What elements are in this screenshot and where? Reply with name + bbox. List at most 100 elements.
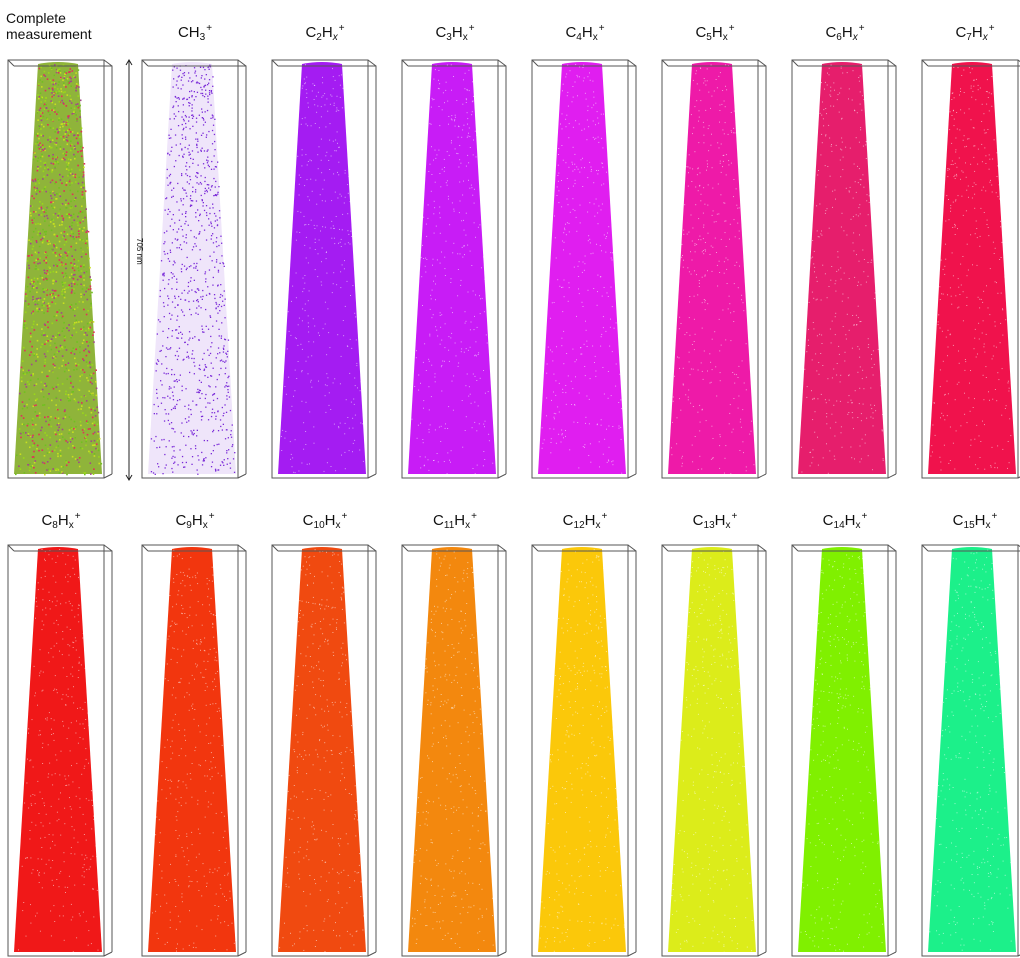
tip-volume [668, 547, 756, 952]
tip-reconstruction [141, 59, 247, 479]
hydrogen-count: x [462, 32, 468, 43]
ion-speckle [539, 549, 625, 952]
tip-reconstruction [921, 544, 1020, 957]
hydrogen-count: x [332, 32, 338, 43]
formula-base: C [952, 512, 964, 529]
formula-base: C [435, 24, 447, 41]
bounding-box [661, 59, 767, 479]
hydrogen-count: x [202, 520, 208, 531]
bounding-box [661, 544, 767, 957]
reconstruction-panel: C10Hx+ [270, 508, 380, 958]
scale-bar [125, 59, 133, 481]
tip-reconstruction [531, 544, 637, 957]
carbon-count: 9 [186, 520, 192, 531]
formula-base: C [302, 512, 314, 529]
reconstruction-panel: C14Hx+ [790, 508, 900, 958]
reconstruction-panel: C5Hx+ [660, 8, 770, 480]
charge-sign: + [341, 511, 348, 522]
hydrogen-symbol: H [971, 24, 983, 41]
carbon-count: 3 [446, 32, 452, 43]
charge-sign: + [471, 511, 477, 522]
panel-title: C8Hx+ [6, 508, 116, 534]
carbon-count: 13 [703, 520, 715, 531]
formula-base: C [433, 512, 444, 529]
bounding-box [7, 544, 113, 957]
carbon-count: 8 [52, 520, 58, 531]
bounding-box [271, 544, 377, 957]
reconstruction-panel: C3Hx+ [400, 8, 510, 480]
bounding-box [401, 544, 507, 957]
bounding-box [921, 544, 1020, 957]
charge-sign: + [598, 23, 605, 34]
bounding-box [271, 59, 377, 479]
bounding-box [531, 59, 637, 479]
panel-title: C15Hx+ [920, 508, 1020, 534]
bounding-box [141, 544, 247, 957]
carbon-count: 5 [706, 32, 712, 43]
tip-volume [798, 62, 886, 474]
panel-title: C4Hx+ [530, 20, 640, 46]
panel-title: C6Hx+ [790, 20, 900, 46]
tip-reconstruction [401, 59, 507, 479]
tip-reconstruction [7, 544, 113, 957]
formula-base: C [562, 512, 574, 529]
hydrogen-symbol: H [324, 512, 336, 529]
carbon-count: 14 [833, 520, 845, 531]
bounding-box [531, 544, 637, 957]
carbon-count: 6 [836, 32, 842, 43]
hydrogen-count: x [595, 520, 601, 531]
charge-sign: + [74, 511, 81, 522]
carbon-count: 11 [443, 520, 455, 531]
reconstruction-panel: C12Hx+ [530, 508, 640, 958]
tip-reconstruction [271, 59, 377, 479]
tip-volume [148, 547, 236, 952]
ion-speckle [930, 66, 1012, 471]
scale-bar-label: 705 nm [135, 238, 144, 265]
charge-sign: + [601, 511, 608, 522]
formula-base: C [695, 24, 707, 41]
charge-sign: + [208, 511, 215, 522]
reconstruction-panel: C4Hx+ [530, 8, 640, 480]
ion-speckle [800, 550, 884, 952]
reconstruction-panel: Complete measurement [6, 8, 116, 480]
hydrogen-symbol: H [57, 512, 69, 529]
tip-reconstruction [531, 59, 637, 479]
tip-volume [278, 547, 366, 952]
tip-reconstruction [271, 544, 377, 957]
formula-base: C [825, 24, 837, 41]
reconstruction-panel: CH3+ [140, 8, 250, 480]
formula-base: C [822, 512, 834, 529]
hydrogen-symbol: H [584, 512, 596, 529]
charge-sign: + [728, 23, 735, 34]
hydrogen-symbol: H [844, 512, 856, 529]
tip-volume [928, 62, 1016, 474]
panel-title-text: Complete measurement [6, 10, 92, 42]
ion-speckle [541, 64, 623, 474]
tip-volume [668, 62, 756, 474]
charge-sign: + [858, 23, 865, 34]
hydrogen-count: x [725, 520, 731, 531]
panel-title: C5Hx+ [660, 20, 770, 46]
carbon-count: 3 [199, 32, 206, 43]
hydrogen-symbol: H [321, 24, 333, 41]
panel-title: C13Hx+ [660, 508, 770, 534]
tip-volume [148, 62, 236, 474]
panel-title: C14Hx+ [790, 508, 900, 534]
ion-dots [15, 64, 103, 476]
carbon-count: 12 [573, 520, 585, 531]
carbon-count: 15 [963, 520, 975, 531]
panel-title: C3Hx+ [400, 20, 510, 46]
tip-reconstruction [661, 59, 767, 479]
formula-base: C [175, 512, 187, 529]
panel-title: C12Hx+ [530, 508, 640, 534]
hydrogen-symbol: H [581, 24, 593, 41]
charge-sign: + [991, 511, 998, 522]
tip-volume [798, 547, 886, 952]
carbon-count: 10 [313, 520, 325, 531]
reconstruction-panel: C7Hx+ [920, 8, 1020, 480]
charge-sign: + [468, 23, 475, 34]
ion-speckle [18, 549, 99, 953]
tip-reconstruction [791, 544, 897, 957]
charge-sign: + [338, 23, 345, 34]
formula-base: C [41, 512, 53, 529]
